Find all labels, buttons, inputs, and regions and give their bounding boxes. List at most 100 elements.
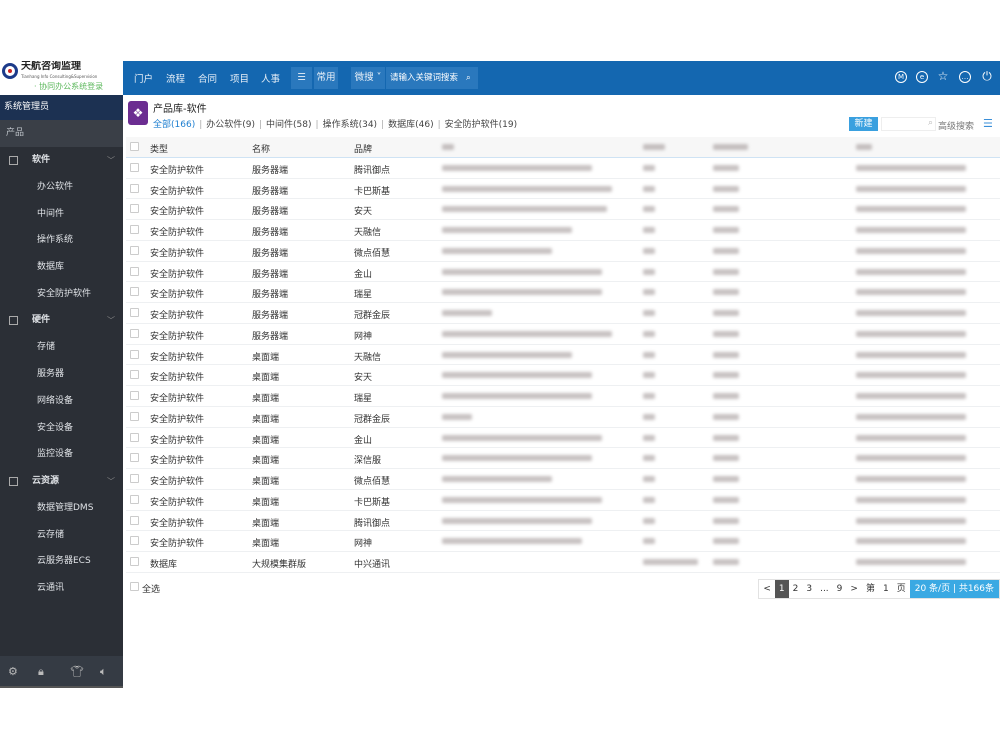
filter-tab[interactable]: 全部(166) [153,120,196,130]
row-checkbox[interactable] [130,225,139,234]
row-checkbox[interactable] [130,557,139,566]
row-checkbox[interactable] [130,328,139,338]
page-button[interactable]: 3 [806,584,813,594]
table-row[interactable]: 安全防护软件 服务器端 微点佰慧 [126,241,1000,262]
row-checkbox[interactable] [130,162,139,172]
page-button[interactable]: 2 [792,584,799,594]
table-row[interactable]: 安全防护软件 桌面端 天融信 [126,345,1000,366]
more-circle-icon[interactable]: … [959,71,971,83]
row-checkbox[interactable] [130,349,139,359]
search-icon[interactable]: ⌕ [927,118,933,128]
table-row[interactable]: 安全防护软件 服务器端 卡巴斯基 [126,179,1000,200]
goto-page-input[interactable]: 1 [882,584,889,594]
row-checkbox[interactable] [130,204,139,214]
filter-tab[interactable]: 操作系统(34) [322,120,378,130]
advanced-search-link[interactable]: 高级搜索 [938,122,975,132]
filter-tab[interactable]: 中间件(58) [266,120,312,130]
row-checkbox[interactable] [130,474,139,483]
nav-workflow[interactable]: 流程 [166,74,186,85]
table-row[interactable]: 数据库 大规模集群版 中兴通讯 [126,552,1000,573]
sidebar-item[interactable]: 云服务器ECS [37,556,91,567]
row-checkbox[interactable] [130,494,139,504]
table-row[interactable]: 安全防护软件 服务器端 瑞星 [126,282,1000,303]
lock-icon[interactable]: 🔒︎ [38,665,44,678]
table-row[interactable]: 安全防护软件 桌面端 安天 [126,365,1000,386]
row-checkbox[interactable] [130,411,139,421]
m-circle-icon[interactable]: M [895,71,907,83]
sidebar-item[interactable]: 中间件 [37,208,65,219]
sidebar-group-0[interactable]: 软件 ﹀ [0,147,123,174]
quick-search-input[interactable]: ⌕ [881,117,936,131]
sidebar-item[interactable]: 办公软件 [37,182,74,192]
current-user[interactable]: 系统管理员 [0,95,123,120]
search-icon[interactable]: ⌕ [466,73,471,83]
table-row[interactable]: 安全防护软件 服务器端 腾讯御点 [126,158,1000,179]
row-checkbox[interactable] [130,536,139,546]
sidebar-item[interactable]: 云存储 [37,529,65,540]
shirt-icon[interactable]: 👕︎ [70,665,84,678]
power-icon[interactable]: ⏻ [982,69,992,83]
sidebar-item[interactable]: 云通讯 [37,582,65,593]
table-row[interactable]: 安全防护软件 服务器端 天融信 [126,220,1000,241]
filter-tab[interactable]: 数据库(46) [388,120,434,130]
sidebar-section-products[interactable]: 产品 [0,120,123,147]
page-size-selector[interactable]: 20 条/页 | 共166条 [909,580,999,598]
row-checkbox[interactable] [130,287,139,297]
table-row[interactable]: 安全防护软件 桌面端 深信服 [126,448,1000,469]
row-checkbox[interactable] [130,245,139,255]
sidebar-item[interactable]: 安全防护软件 [37,288,92,299]
settings-icon[interactable]: ⚙ [8,665,18,678]
sidebar-item[interactable]: 数据库 [37,262,65,273]
filter-tab[interactable]: 安全防护软件(19) [444,120,518,130]
nav-portal[interactable]: 门户 [134,74,154,85]
sidebar-group-2[interactable]: 云资源 ﹀ [0,468,123,495]
filter-tab[interactable]: 办公软件(9) [206,120,255,130]
search-input[interactable]: 请输入关键词搜索 ⌕ [386,67,478,89]
col-brand[interactable]: 品牌 [354,145,373,155]
select-all-header-checkbox[interactable] [130,142,139,151]
select-all-checkbox[interactable] [130,582,139,591]
table-row[interactable]: 安全防护软件 桌面端 瑞星 [126,386,1000,407]
sidebar-item[interactable]: 监控设备 [37,449,74,460]
list-view-icon[interactable]: ☰ [983,117,993,130]
col-name[interactable]: 名称 [252,145,271,155]
sidebar-group-1[interactable]: 硬件 ﹀ [0,307,123,334]
sidebar-item[interactable]: 操作系统 [37,235,74,246]
row-checkbox[interactable] [130,515,139,525]
col-type[interactable]: 类型 [150,145,169,155]
star-icon[interactable]: ☆ [937,69,949,83]
prev-page-button[interactable]: < [763,584,771,594]
table-row[interactable]: 安全防护软件 服务器端 安天 [126,199,1000,220]
sidebar-item[interactable]: 存储 [37,342,56,353]
sidebar-item[interactable]: 网络设备 [37,395,74,406]
new-button[interactable]: 新建 [849,117,878,131]
nav-hr-project[interactable]: 项目 [230,74,250,85]
page-button[interactable]: 9 [836,584,843,594]
table-row[interactable]: 安全防护软件 桌面端 金山 [126,428,1000,449]
search-scope-dropdown[interactable]: 微搜 ˅ [351,67,385,89]
table-row[interactable]: 安全防护软件 桌面端 卡巴斯基 [126,490,1000,511]
row-checkbox[interactable] [130,183,139,193]
speaker-icon[interactable]: 🔈︎ [100,665,107,678]
row-checkbox[interactable] [130,370,139,380]
sidebar-item[interactable]: 服务器 [37,369,65,380]
table-row[interactable]: 安全防护软件 桌面端 微点佰慧 [126,469,1000,490]
page-button[interactable]: 1 [774,580,789,598]
nav-contract[interactable]: 合同 [198,74,218,85]
row-checkbox[interactable] [130,391,139,400]
row-checkbox[interactable] [130,308,139,317]
table-row[interactable]: 安全防护软件 桌面端 冠群金辰 [126,407,1000,428]
sidebar-item[interactable]: 数据管理DMS [37,502,94,513]
table-row[interactable]: 安全防护软件 服务器端 冠群金辰 [126,303,1000,324]
sidebar-item[interactable]: 安全设备 [37,422,74,433]
table-row[interactable]: 安全防护软件 桌面端 腾讯御点 [126,511,1000,532]
row-checkbox[interactable] [130,453,139,463]
nav-hr[interactable]: 人事 [261,74,281,85]
next-page-button[interactable]: > [850,584,858,594]
table-row[interactable]: 安全防护软件 桌面端 网神 [126,531,1000,552]
menu-icon[interactable]: ☰ [291,67,312,89]
row-checkbox[interactable] [130,266,139,276]
row-checkbox[interactable] [130,432,139,442]
e-circle-icon[interactable]: e [916,71,928,83]
table-row[interactable]: 安全防护软件 服务器端 网神 [126,324,1000,345]
